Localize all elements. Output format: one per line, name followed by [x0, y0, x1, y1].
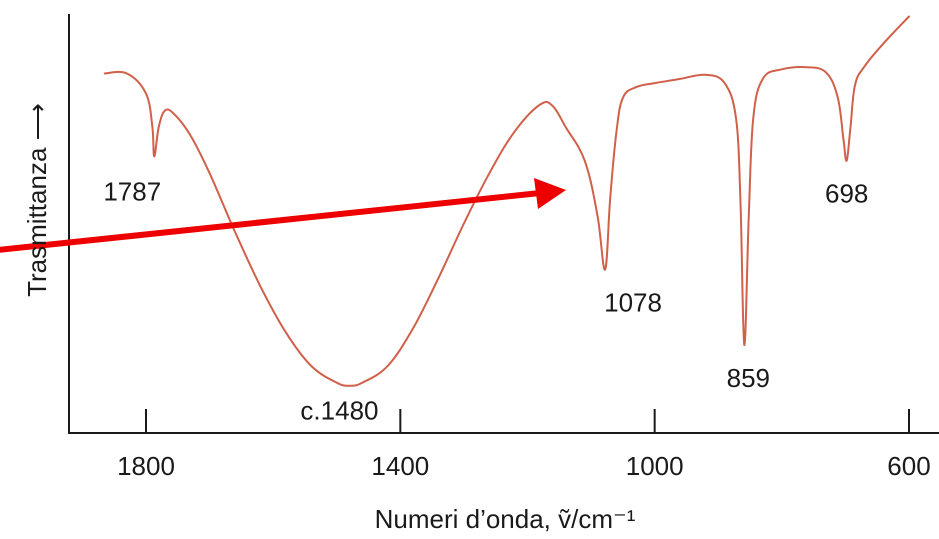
plot-area: 1800 1400 1000 600 1787 c.1480 1078 859 698 [68, 14, 939, 481]
x-axis-label: Numeri d’onda, ṽ/cm⁻¹ [375, 504, 636, 534]
peak-label: c.1480 [300, 396, 378, 426]
spectrum-series-line [103, 15, 910, 387]
peak-label: 1078 [604, 288, 662, 318]
red-arrow-head [534, 178, 566, 209]
red-arrow-annotation [0, 178, 566, 253]
x-tick-label: 600 [887, 451, 930, 481]
x-tick-label: 1400 [371, 451, 429, 481]
peak-label: 698 [825, 179, 868, 209]
x-axis-ticks: 1800 1400 1000 600 [117, 409, 931, 481]
peak-label: 1787 [103, 176, 161, 206]
x-tick-label: 1800 [117, 451, 175, 481]
peak-label: 859 [727, 363, 770, 393]
peak-annotations: 1787 c.1480 1078 859 698 [103, 176, 868, 425]
red-arrow-shaft [0, 190, 541, 253]
y-axis-label: Trasmittanza ⟶ [22, 103, 52, 297]
x-tick-label: 1000 [626, 451, 684, 481]
